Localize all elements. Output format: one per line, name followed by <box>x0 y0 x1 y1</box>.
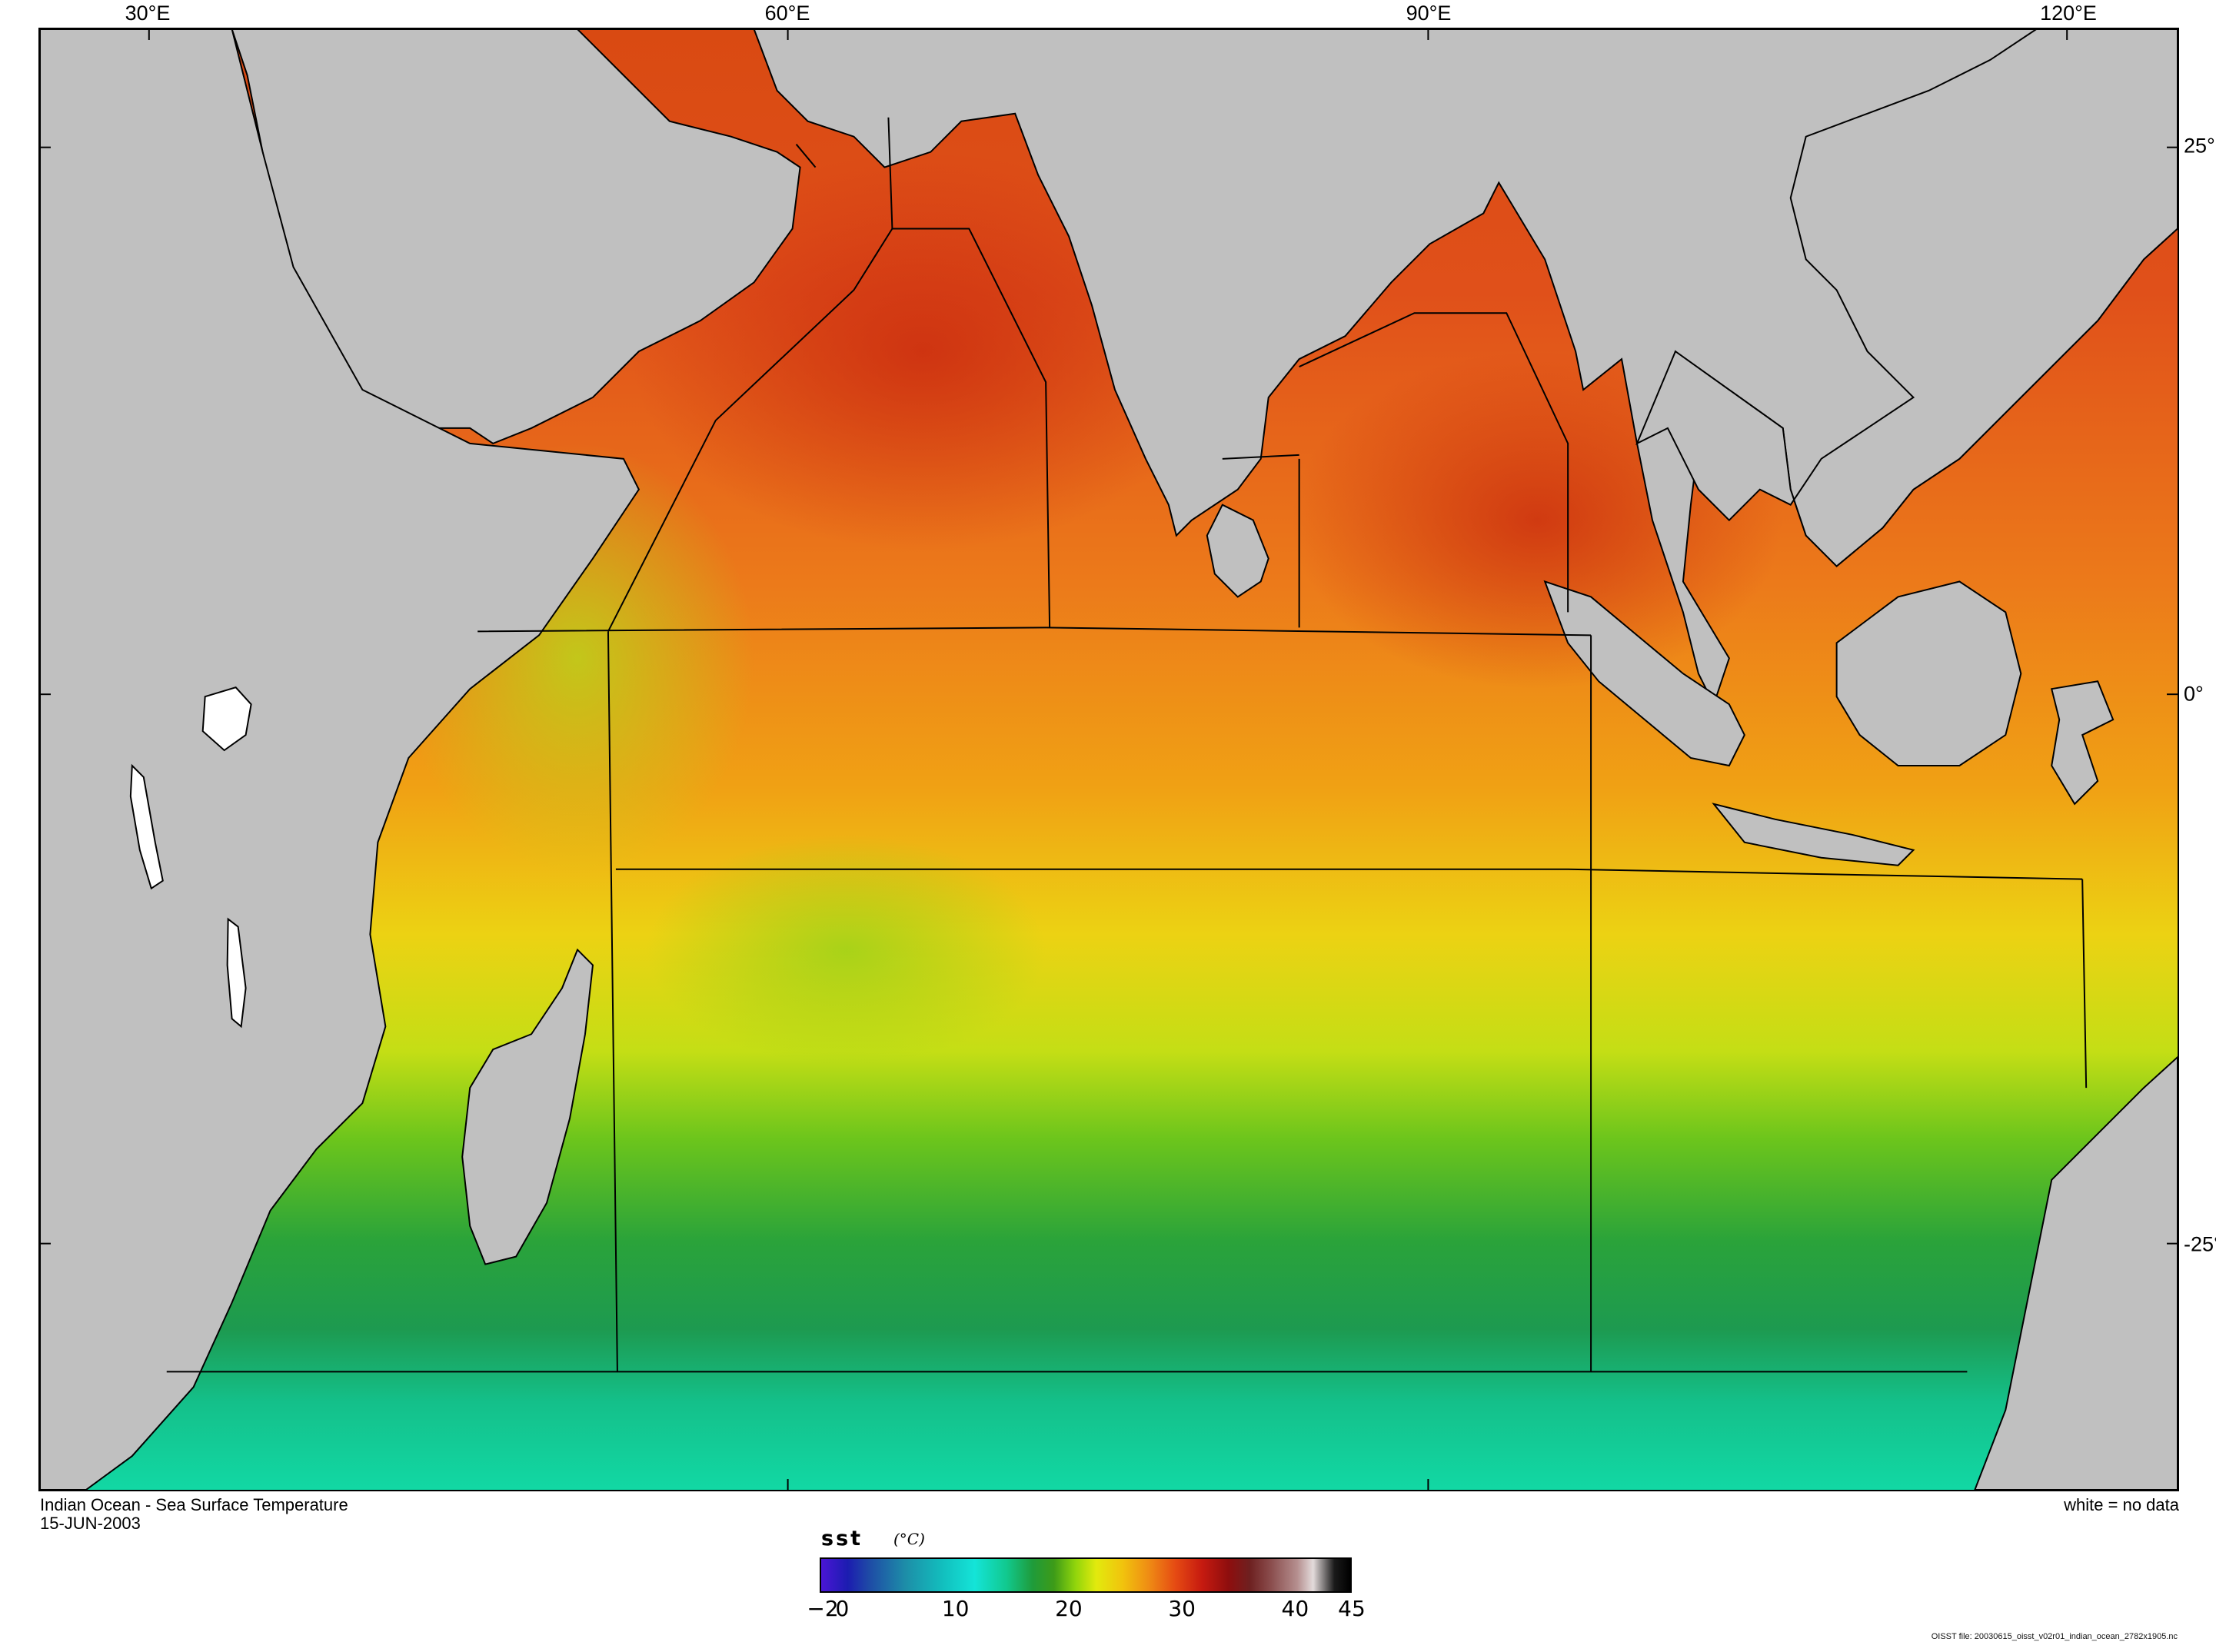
land-sumatra <box>1543 580 1745 767</box>
lat-label-25s: -25° <box>2184 1232 2216 1256</box>
lat-label-0: 0° <box>2184 682 2204 706</box>
no-data-note: white = no data <box>2064 1495 2179 1514</box>
no-data-lake-victoria <box>201 686 252 752</box>
lat-label-25n: 25° <box>2184 134 2215 158</box>
legend-tick-label: 10 <box>941 1596 970 1621</box>
land-east-africa <box>40 29 641 1490</box>
sst-map <box>38 28 2179 1491</box>
land-sulawesi <box>2051 680 2115 806</box>
no-data-lake-tanganyika <box>129 763 164 890</box>
lon-label-90e: 90°E <box>1406 2 1452 25</box>
legend-unit: (°C) <box>893 1530 925 1548</box>
cool-patch-central <box>646 834 1046 1065</box>
sst-map-canvas <box>40 29 2178 1490</box>
land-sri-lanka <box>1206 504 1269 598</box>
lon-label-120e: 120°E <box>2040 2 2097 25</box>
lon-label-60e: 60°E <box>764 2 810 25</box>
map-date: 15-JUN-2003 <box>40 1514 141 1533</box>
legend-variable: sst <box>821 1527 863 1551</box>
warm-region-arabian-sea <box>631 151 1215 551</box>
legend-tick-label: −2 <box>807 1596 839 1621</box>
legend-tick-label: 20 <box>1055 1596 1083 1621</box>
land-australia <box>1974 1055 2178 1490</box>
legend-tick-label: 40 <box>1281 1596 1309 1621</box>
lon-label-30e: 30°E <box>125 2 171 25</box>
legend-colorbar <box>820 1557 1352 1593</box>
legend-tick-label: 0 <box>835 1596 850 1621</box>
land-indochina <box>1635 29 2178 567</box>
file-note: OISST file: 20030615_oisst_v02r01_indian… <box>1931 1632 2178 1641</box>
region-boundaries <box>166 117 2088 1373</box>
land-java <box>1712 803 1915 866</box>
legend-tick-label: 30 <box>1168 1596 1196 1621</box>
map-title: Indian Ocean - Sea Surface Temperature <box>40 1495 348 1514</box>
graticule-ticks <box>40 29 2178 1490</box>
no-data-lakes <box>129 686 252 1029</box>
land-masses <box>40 29 2178 1490</box>
land-madagascar <box>461 948 594 1265</box>
legend-tick-label: 45 <box>1338 1596 1366 1621</box>
no-data-lake-malawi <box>226 917 247 1029</box>
land-borneo <box>1835 580 2022 766</box>
